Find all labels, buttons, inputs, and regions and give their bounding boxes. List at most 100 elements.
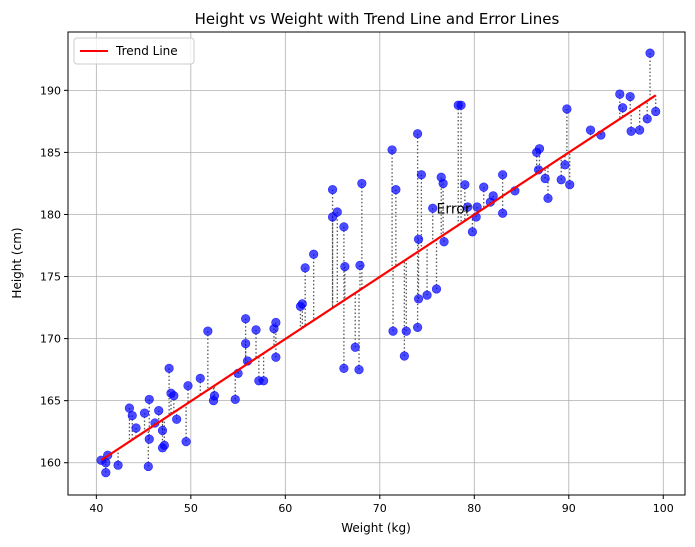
data-point (488, 191, 498, 201)
data-point (143, 461, 153, 472)
y-tick-label: 185 (40, 146, 61, 159)
data-point (172, 414, 182, 424)
data-point (332, 207, 342, 217)
plot-frame (67, 31, 686, 496)
data-point (354, 365, 364, 375)
data-point (413, 234, 424, 244)
data-point (615, 89, 625, 99)
data-point (241, 338, 251, 349)
x-ticks: 40 50 60 70 80 90 100 (89, 495, 674, 515)
x-tick-label: 80 (467, 502, 481, 515)
data-point (350, 342, 360, 352)
data-points (96, 48, 661, 478)
data-point (413, 129, 423, 139)
data-point (131, 423, 141, 433)
data-point (340, 262, 350, 272)
data-point (251, 325, 261, 335)
data-point (642, 114, 652, 124)
data-point (181, 437, 191, 447)
legend: Trend Line (73, 37, 195, 65)
y-tick-label: 170 (40, 333, 61, 346)
data-point (339, 222, 349, 232)
y-tick-label: 175 (40, 271, 61, 284)
legend-entry-trend: Trend Line (115, 44, 178, 58)
data-point (428, 203, 438, 213)
data-point (297, 299, 307, 309)
data-point (339, 363, 349, 373)
legend-box (73, 37, 195, 65)
data-point (209, 391, 220, 401)
data-point (159, 440, 169, 450)
data-point (556, 175, 566, 185)
data-point (241, 314, 251, 324)
data-point (154, 405, 164, 416)
chart-title: Height vs Weight with Trend Line and Err… (195, 10, 560, 28)
grid (68, 32, 685, 495)
data-point (399, 351, 409, 361)
x-tick-label: 60 (278, 502, 292, 515)
data-point (113, 460, 123, 470)
data-point (413, 294, 424, 304)
y-axis-label: Height (cm) (10, 227, 24, 298)
data-point (203, 326, 213, 336)
data-point (271, 317, 281, 328)
trend-line-layer (100, 94, 657, 462)
x-tick-label: 50 (184, 502, 198, 515)
data-point (645, 48, 655, 58)
data-point (387, 145, 397, 155)
error-annotation: Error (436, 201, 470, 217)
data-point (183, 381, 193, 391)
data-point (357, 178, 367, 189)
data-point (463, 202, 473, 212)
data-point (157, 425, 168, 436)
data-point (164, 363, 174, 373)
data-point (230, 394, 240, 405)
data-point (401, 326, 411, 336)
data-point (195, 373, 205, 383)
data-point (543, 193, 553, 203)
data-point (413, 322, 423, 333)
data-point (498, 208, 508, 218)
data-point (534, 144, 545, 154)
data-point (479, 182, 489, 192)
data-point (585, 125, 596, 135)
x-tick-label: 90 (562, 502, 576, 515)
data-point (438, 178, 448, 189)
data-point (431, 284, 442, 294)
data-point (422, 290, 432, 300)
x-tick-label: 40 (89, 502, 103, 515)
data-point (635, 125, 645, 135)
data-point (456, 100, 466, 110)
data-point (139, 408, 150, 418)
trend-line (100, 94, 657, 462)
data-point (467, 227, 478, 237)
y-tick-label: 190 (40, 84, 61, 97)
data-point (127, 410, 137, 421)
data-point (355, 260, 365, 270)
data-point (625, 91, 635, 102)
data-point (101, 468, 111, 478)
data-point (562, 104, 572, 114)
data-point (626, 126, 636, 136)
data-point (309, 249, 319, 259)
data-point (271, 352, 281, 362)
data-point (472, 202, 482, 212)
y-tick-label: 165 (40, 395, 61, 408)
error-lines (105, 53, 657, 473)
data-point (439, 237, 449, 247)
data-point (169, 391, 179, 401)
data-point (618, 103, 628, 113)
x-axis-label: Weight (kg) (341, 521, 411, 535)
y-tick-label: 180 (40, 208, 61, 221)
data-point (651, 106, 661, 117)
y-tick-label: 160 (40, 457, 61, 470)
data-point (388, 326, 398, 336)
y-ticks: 160 165 170 175 180 185 190 (40, 84, 68, 470)
data-point (565, 180, 575, 190)
data-point (258, 376, 269, 386)
data-point (460, 180, 470, 190)
x-tick-label: 100 (653, 502, 674, 515)
x-tick-label: 70 (373, 502, 387, 515)
data-point (391, 185, 401, 195)
